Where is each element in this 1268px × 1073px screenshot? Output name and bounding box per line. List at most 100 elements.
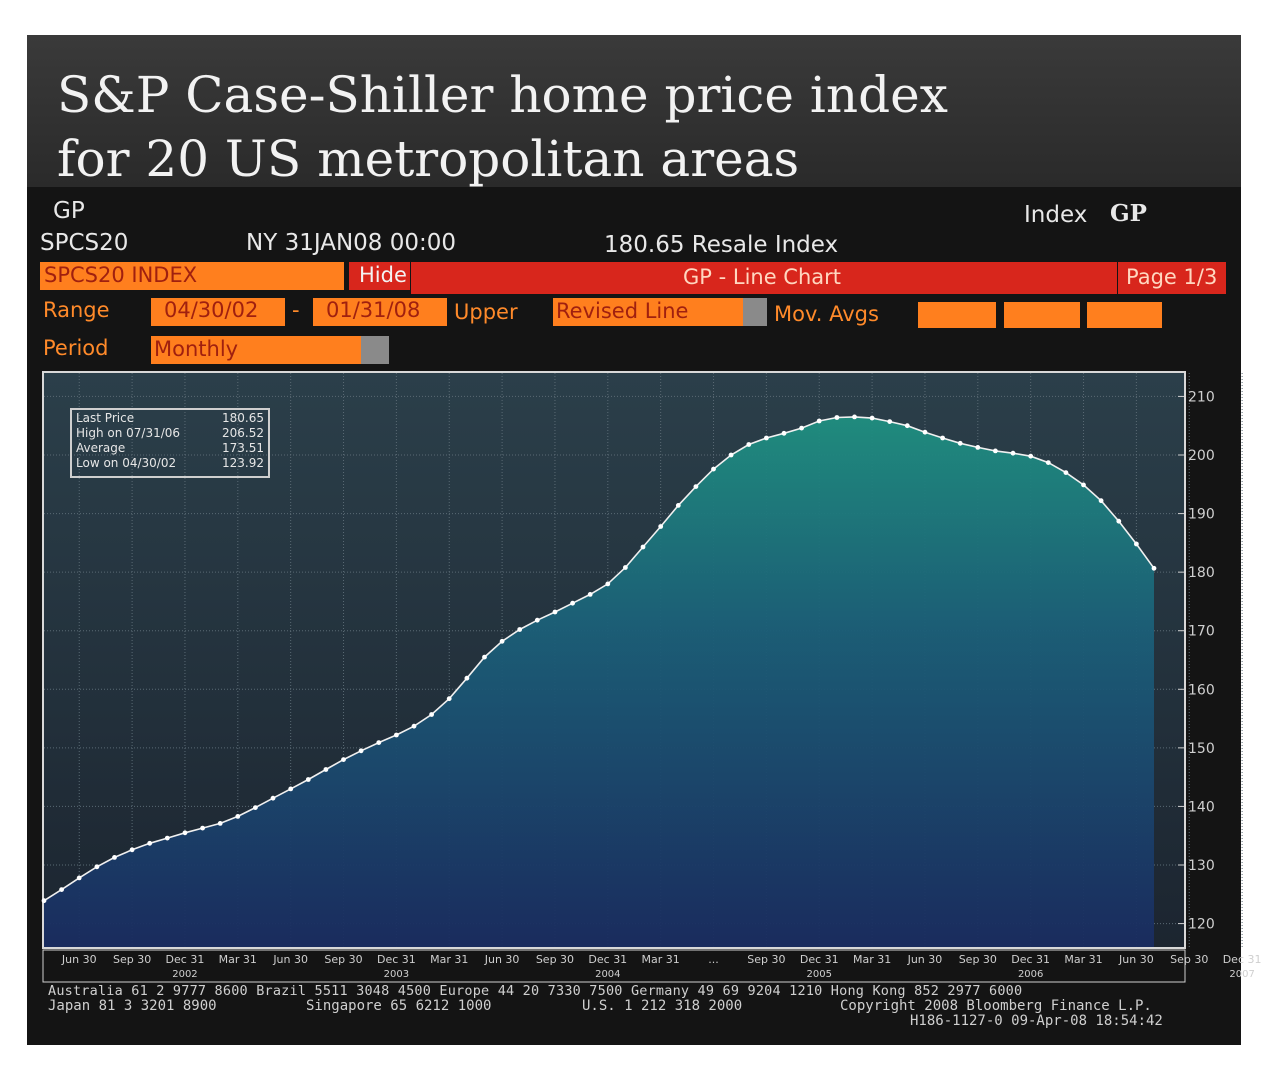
x-tick-label: Mar 31 [430, 953, 468, 966]
stat-high: High on 07/31/06 206.52 [76, 426, 264, 440]
data-point [693, 484, 699, 489]
security-field-text: SPCS20 INDEX [44, 263, 198, 287]
data-point [887, 419, 893, 424]
mov-avg-field-3[interactable] [1087, 302, 1162, 328]
index-label: Index [1024, 202, 1088, 228]
x-tick-label: Sep 30 [747, 953, 785, 966]
stat-last-price: Last Price 180.65 [76, 411, 264, 425]
data-point [605, 581, 611, 587]
data-point [1151, 565, 1157, 571]
data-point [253, 805, 258, 810]
stat-average: Average 173.51 [76, 441, 264, 455]
data-point [394, 732, 399, 738]
y-tick-label: 190 [1188, 507, 1215, 523]
y-tick-label: 180 [1188, 565, 1215, 581]
data-point [711, 466, 716, 472]
data-point [217, 821, 223, 826]
data-point [129, 847, 135, 853]
x-tick-label: Sep 30 [959, 953, 997, 966]
footer-contacts-line-1: Australia 61 2 9777 8600 Brazil 5511 304… [48, 983, 1023, 999]
data-point [940, 435, 945, 441]
y-tick-label: 140 [1188, 799, 1215, 815]
data-point [1028, 453, 1034, 459]
data-point [675, 503, 681, 508]
data-point [288, 786, 294, 792]
period-select[interactable]: Monthly [151, 336, 361, 364]
mov-avg-field-1[interactable] [918, 302, 996, 328]
range-end-field[interactable]: 01/31/08 [313, 298, 447, 326]
x-tick-label: Sep 30 [536, 953, 574, 966]
data-point [834, 415, 840, 420]
period-dropdown-icon[interactable] [361, 336, 389, 364]
title-band: S&P Case-Shiller home price index for 20… [27, 35, 1241, 188]
y-tick-label: 170 [1188, 624, 1215, 640]
data-point [41, 898, 47, 904]
data-point [658, 524, 664, 529]
hide-button[interactable]: Hide [349, 262, 410, 290]
x-tick-label: Dec 31 [1223, 953, 1262, 966]
range-start-field[interactable]: 04/30/02 [151, 298, 285, 326]
x-tick-label: ... [708, 953, 719, 966]
x-tick-label: Jun 30 [61, 953, 97, 966]
y-tick-label: 150 [1188, 741, 1215, 757]
x-tick-label: Dec 31 [800, 953, 839, 966]
mov-avg-field-2[interactable] [1004, 302, 1080, 328]
index-code: GP [1110, 200, 1147, 227]
chart-title-line-2: for 20 US metropolitan areas [57, 130, 800, 188]
x-tick-year: 2007 [1229, 969, 1254, 980]
stat-low: Low on 04/30/02 123.92 [76, 456, 264, 470]
page-indicator[interactable]: Page 1/3 [1118, 262, 1226, 294]
x-tick-year: 2004 [595, 969, 620, 980]
page-indicator-label: Page 1/3 [1126, 265, 1218, 289]
x-tick-label: Sep 30 [1170, 953, 1208, 966]
footer-us: U.S. 1 212 318 2000 [582, 998, 743, 1014]
mov-avgs-label: Mov. Avgs [774, 302, 879, 326]
x-tick-year: 2003 [384, 969, 409, 980]
y-tick-label: 120 [1188, 917, 1215, 933]
data-point [640, 544, 646, 550]
footer-singapore: Singapore 65 6212 1000 [306, 998, 492, 1014]
data-point [1081, 482, 1086, 488]
data-point [499, 638, 505, 644]
x-tick-label: Jun 30 [1118, 953, 1154, 966]
data-point [482, 654, 487, 660]
data-point [922, 429, 928, 435]
data-point [200, 825, 206, 831]
data-point [746, 442, 752, 447]
data-point [376, 740, 382, 745]
x-tick-label: Dec 31 [1011, 953, 1050, 966]
data-point [728, 452, 734, 458]
line-type-dropdown-icon[interactable] [743, 298, 767, 326]
line-type-select[interactable]: Revised Line [553, 298, 743, 326]
footer-japan: Japan 81 3 3201 8900 [48, 998, 217, 1014]
chart-type-bar: GP - Line Chart [411, 262, 1117, 294]
ticker-symbol: SPCS20 [40, 230, 129, 256]
price-text: 180.65 Resale Index [604, 232, 839, 258]
range-label: Range [43, 298, 110, 322]
data-point [1063, 470, 1069, 475]
footer-timestamp: H186-1127-0 09-Apr-08 18:54:42 [910, 1013, 1163, 1029]
range-dash: - [292, 298, 300, 322]
y-tick-label: 210 [1188, 389, 1215, 405]
data-point [517, 627, 523, 632]
hide-button-label: Hide [359, 263, 407, 287]
data-point [235, 814, 241, 819]
data-point [1116, 518, 1122, 524]
x-tick-label: Dec 31 [377, 953, 416, 966]
function-code: GP [53, 198, 85, 224]
data-point [975, 445, 981, 450]
y-tick-label: 160 [1188, 682, 1215, 698]
x-tick-label: Mar 31 [853, 953, 891, 966]
data-point [305, 777, 311, 782]
x-tick-label: Jun 30 [484, 953, 520, 966]
security-field[interactable]: SPCS20 INDEX [40, 262, 344, 290]
data-point [76, 875, 82, 881]
data-point [358, 748, 364, 754]
price-area [44, 416, 1154, 947]
data-point [341, 757, 346, 762]
x-tick-year: 2006 [1018, 969, 1043, 980]
x-tick-label: Sep 30 [324, 953, 362, 966]
x-tick-label: Jun 30 [272, 953, 308, 966]
range-start-text: 04/30/02 [164, 298, 259, 322]
data-point [869, 415, 875, 421]
